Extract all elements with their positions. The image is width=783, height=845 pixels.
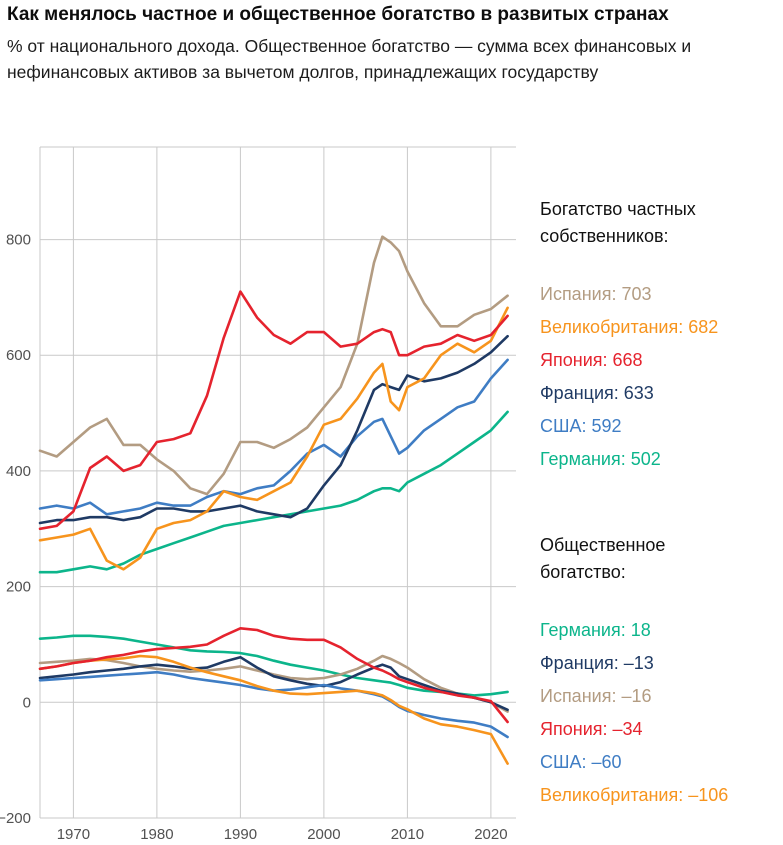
y-axis-tick-label: 600 (6, 347, 31, 364)
series-line-france-private (38, 334, 509, 525)
series-line-usa-public (38, 670, 509, 739)
legend-item-usa: США: –60 (540, 752, 622, 772)
legend-section-private: Богатство частных собственников: Испания… (540, 196, 735, 476)
wealth-line-chart: −200 0 200 400 600 800 1970 1980 1990 2000 2010 202… (0, 146, 516, 843)
series-line-germany-public (38, 634, 509, 697)
y-axis-tick-label: 0 (23, 694, 31, 711)
series-line-japan-public (38, 626, 509, 724)
x-axis-tick-label: 1980 (140, 826, 173, 843)
legend-item-france: Франция: 633 (540, 383, 654, 403)
legend-item-germany: Германия: 502 (540, 449, 661, 469)
legend-item-france: Франция: –13 (540, 653, 654, 673)
legend-heading-private: Богатство частных собственников: (540, 199, 696, 246)
series-line-uk-public (38, 654, 509, 765)
legend-item-japan: Япония: –34 (540, 719, 643, 739)
x-axis-tick-label: 1990 (224, 826, 257, 843)
chart-subtitle: % от национального дохода. Общественное … (7, 36, 692, 82)
legend-items-private: Испания: 703 Великобритания: 682 Япония: 6… (540, 278, 735, 476)
x-axis-tick-label: 2010 (391, 826, 424, 843)
legend-item-uk: Великобритания: 682 (540, 317, 719, 337)
legend-items-public: Германия: 18 Франция: –13 Испания: –16 Япон… (540, 614, 735, 812)
legend-item-uk: Великобритания: –106 (540, 785, 729, 805)
series-line-spain-public (38, 654, 509, 713)
legend-item-spain: Испания: –16 (540, 686, 652, 706)
legend-section-public: Общественное богатство: Германия: 18 Фран… (540, 532, 735, 812)
chart-title: Как менялось частное и общественное бога… (7, 4, 669, 25)
y-axis-tick-label: 400 (6, 463, 31, 480)
series-line-france-public (38, 655, 509, 712)
series-line-spain-private (38, 235, 509, 496)
series-line-uk-private (38, 306, 509, 571)
legend-item-usa: США: 592 (540, 416, 622, 436)
series-line-japan-private (38, 290, 509, 531)
y-axis-tick-label: 200 (6, 579, 31, 596)
series-line-usa-private (38, 358, 509, 516)
legend-heading-public: Общественное богатство: (540, 535, 666, 582)
x-axis-tick-label: 2020 (474, 826, 507, 843)
y-axis-tick-label: 800 (6, 232, 31, 249)
x-axis-tick-label: 2000 (307, 826, 340, 843)
header: Как менялось частное и общественное бога… (7, 2, 755, 85)
legend-item-spain: Испания: 703 (540, 284, 652, 304)
x-axis-tick-label: 1970 (57, 826, 90, 843)
legend-item-japan: Япония: 668 (540, 350, 643, 370)
y-axis-tick-label: −200 (0, 810, 31, 827)
series-line-germany-private (38, 410, 509, 574)
legend: Богатство частных собственников: Испания… (540, 196, 735, 812)
legend-item-germany: Германия: 18 (540, 620, 651, 640)
